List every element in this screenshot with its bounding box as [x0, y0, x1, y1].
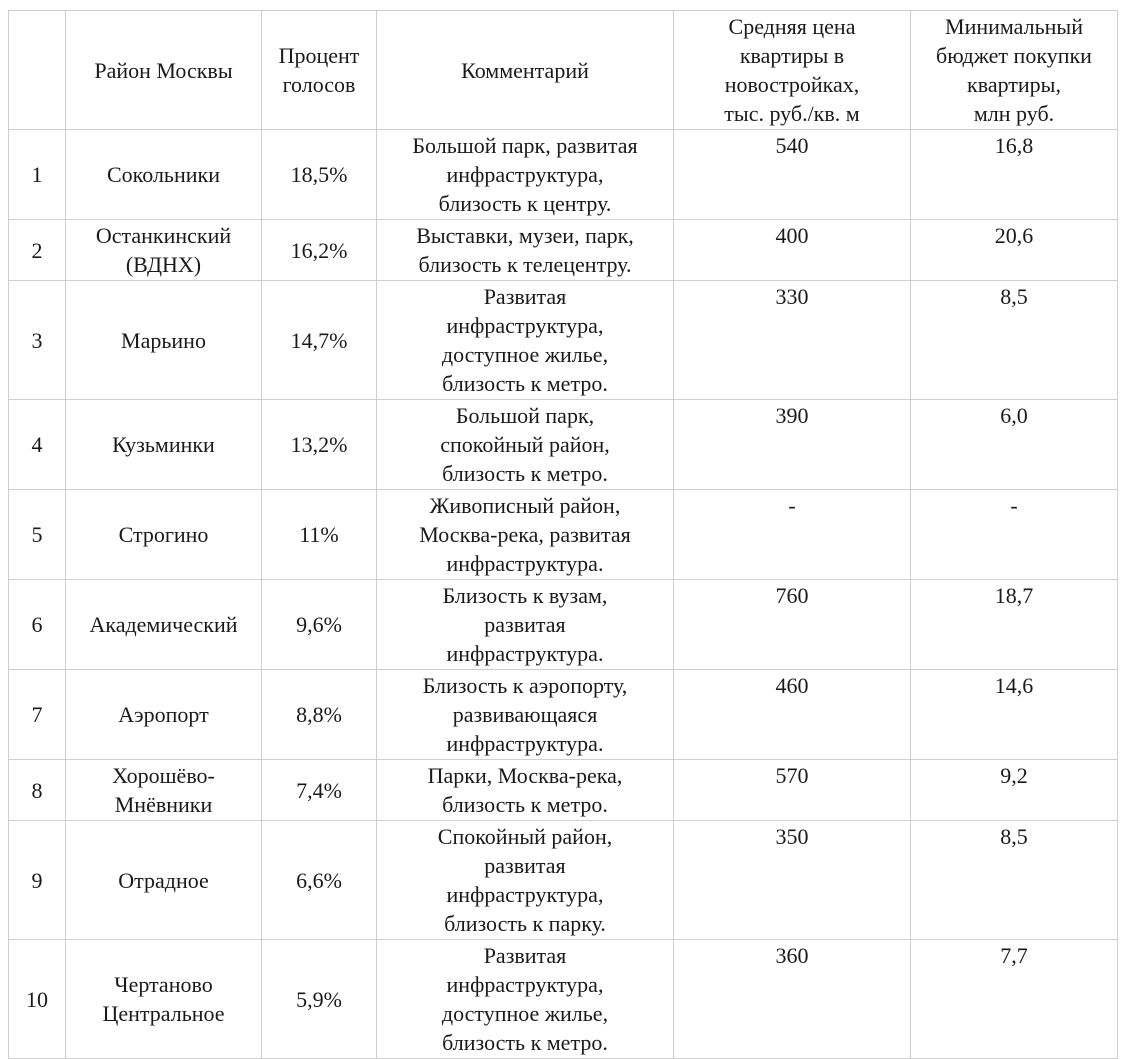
row-index: 10 [8, 939, 66, 1059]
min-budget: - [910, 489, 1118, 580]
vote-percent: 13,2% [261, 399, 377, 490]
min-budget: 7,7 [910, 939, 1118, 1059]
min-budget: 16,8 [910, 129, 1118, 220]
col-header-percent: Процент голосов [261, 10, 377, 130]
min-budget: 14,6 [910, 669, 1118, 760]
avg-price: - [673, 489, 911, 580]
header-row: Район Москвы Процент голосов Комментарий… [8, 10, 1118, 130]
vote-percent: 6,6% [261, 820, 377, 940]
min-budget: 9,2 [910, 759, 1118, 821]
district-comment: Парки, Москва-река, близость к метро. [376, 759, 674, 821]
vote-percent: 11% [261, 489, 377, 580]
district-name: Чертаново Центральное [65, 939, 262, 1059]
avg-price: 390 [673, 399, 911, 490]
table-row: 10 Чертаново Центральное 5,9% Развитая и… [8, 939, 1118, 1059]
avg-price: 760 [673, 579, 911, 670]
row-index: 9 [8, 820, 66, 940]
min-budget: 18,7 [910, 579, 1118, 670]
vote-percent: 5,9% [261, 939, 377, 1059]
col-header-budget: Минимальный бюджет покупки квартиры, млн… [910, 10, 1118, 130]
avg-price: 400 [673, 219, 911, 281]
district-name: Кузьминки [65, 399, 262, 490]
table-row: 5 Строгино 11% Живописный район, Москва-… [8, 489, 1118, 580]
min-budget: 8,5 [910, 820, 1118, 940]
district-comment: Развитая инфраструктура, доступное жилье… [376, 280, 674, 400]
table-row: 9 Отрадное 6,6% Спокойный район, развита… [8, 820, 1118, 940]
row-index: 5 [8, 489, 66, 580]
district-name: Отрадное [65, 820, 262, 940]
table-row: 8 Хорошёво- Мнёвники 7,4% Парки, Москва-… [8, 759, 1118, 821]
min-budget: 20,6 [910, 219, 1118, 281]
avg-price: 330 [673, 280, 911, 400]
row-index: 3 [8, 280, 66, 400]
district-comment: Большой парк, развитая инфраструктура, б… [376, 129, 674, 220]
district-name: Марьино [65, 280, 262, 400]
table-row: 3 Марьино 14,7% Развитая инфраструктура,… [8, 280, 1118, 400]
district-name: Сокольники [65, 129, 262, 220]
district-comment: Живописный район, Москва-река, развитая … [376, 489, 674, 580]
min-budget: 8,5 [910, 280, 1118, 400]
table-row: 7 Аэропорт 8,8% Близость к аэропорту, ра… [8, 669, 1118, 760]
district-name: Академический [65, 579, 262, 670]
moscow-districts-table: Район Москвы Процент голосов Комментарий… [8, 10, 1118, 1059]
district-comment: Близость к вузам, развитая инфраструктур… [376, 579, 674, 670]
avg-price: 350 [673, 820, 911, 940]
vote-percent: 8,8% [261, 669, 377, 760]
row-index: 8 [8, 759, 66, 821]
table-header: Район Москвы Процент голосов Комментарий… [8, 10, 1118, 130]
row-index: 4 [8, 399, 66, 490]
min-budget: 6,0 [910, 399, 1118, 490]
avg-price: 570 [673, 759, 911, 821]
col-header-comment: Комментарий [376, 10, 674, 130]
col-header-district: Район Москвы [65, 10, 262, 130]
table-body: 1 Сокольники 18,5% Большой парк, развита… [8, 129, 1118, 1059]
district-comment: Выставки, музеи, парк, близость к телеце… [376, 219, 674, 281]
vote-percent: 16,2% [261, 219, 377, 281]
district-name: Аэропорт [65, 669, 262, 760]
col-header-index [8, 10, 66, 130]
avg-price: 460 [673, 669, 911, 760]
row-index: 6 [8, 579, 66, 670]
district-comment: Развитая инфраструктура, доступное жилье… [376, 939, 674, 1059]
col-header-price: Средняя цена квартиры в новостройках, ты… [673, 10, 911, 130]
row-index: 7 [8, 669, 66, 760]
avg-price: 360 [673, 939, 911, 1059]
table-row: 6 Академический 9,6% Близость к вузам, р… [8, 579, 1118, 670]
table-row: 4 Кузьминки 13,2% Большой парк, спокойны… [8, 399, 1118, 490]
vote-percent: 9,6% [261, 579, 377, 670]
vote-percent: 14,7% [261, 280, 377, 400]
table-row: 1 Сокольники 18,5% Большой парк, развита… [8, 129, 1118, 220]
district-comment: Спокойный район, развитая инфраструктура… [376, 820, 674, 940]
avg-price: 540 [673, 129, 911, 220]
district-comment: Большой парк, спокойный район, близость … [376, 399, 674, 490]
vote-percent: 7,4% [261, 759, 377, 821]
vote-percent: 18,5% [261, 129, 377, 220]
district-name: Строгино [65, 489, 262, 580]
district-name: Хорошёво- Мнёвники [65, 759, 262, 821]
row-index: 1 [8, 129, 66, 220]
district-name: Останкинский (ВДНХ) [65, 219, 262, 281]
row-index: 2 [8, 219, 66, 281]
district-comment: Близость к аэропорту, развивающаяся инфр… [376, 669, 674, 760]
table-row: 2 Останкинский (ВДНХ) 16,2% Выставки, му… [8, 219, 1118, 281]
